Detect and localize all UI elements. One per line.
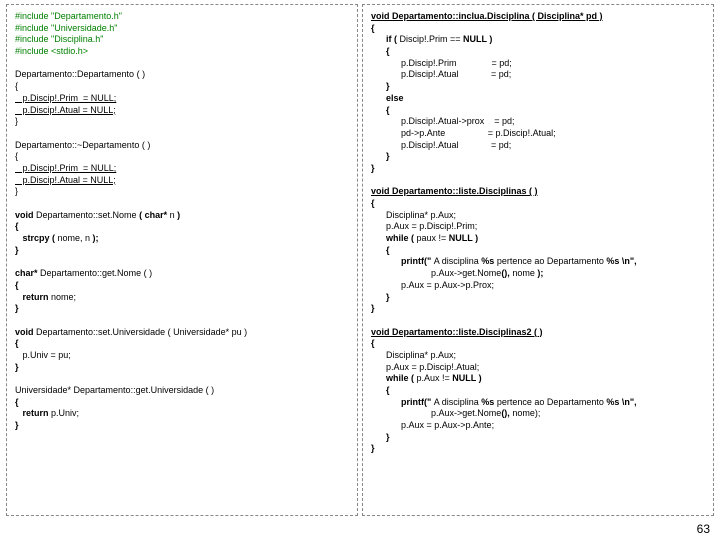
right-column: void Departamento::inclua.Disciplina ( D…: [362, 4, 714, 516]
left-column: #include "Departamento.h" #include "Univ…: [6, 4, 358, 516]
code-line: p.Discip!.Prim = pd;: [371, 58, 705, 70]
code-line: p.Discip!.Atual->prox = pd;: [371, 116, 705, 128]
code-line: void Departamento::set.Nome ( char* n ): [15, 210, 349, 222]
code-line: Disciplina* p.Aux;: [371, 210, 705, 222]
code-line: p.Aux = p.Aux->p.Prox;: [371, 280, 705, 292]
code-line: {: [371, 385, 705, 397]
code-line: Departamento::~Departamento ( ): [15, 140, 349, 152]
blank-line: [15, 128, 349, 140]
blank-line: [15, 256, 349, 268]
code-line: {: [15, 280, 349, 292]
code-line: #include <stdio.h>: [15, 46, 349, 58]
code-line: void Departamento::liste.Disciplinas ( ): [371, 186, 705, 198]
code-line: }: [15, 303, 349, 315]
code-columns: #include "Departamento.h" #include "Univ…: [0, 0, 720, 520]
code-line: {: [15, 151, 349, 163]
code-line: #include "Universidade.h": [15, 23, 349, 35]
code-line: {: [371, 23, 705, 35]
code-line: Disciplina* p.Aux;: [371, 350, 705, 362]
code-line: }: [15, 420, 349, 432]
code-line: p.Aux = p.Discip!.Atual;: [371, 362, 705, 374]
code-line: {: [15, 397, 349, 409]
blank-line: [15, 373, 349, 385]
code-line: pd->p.Ante = p.Discip!.Atual;: [371, 128, 705, 140]
blank-line: [371, 315, 705, 327]
code-line: p.Aux = p.Aux->p.Ante;: [371, 420, 705, 432]
code-line: #include "Departamento.h": [15, 11, 349, 23]
code-line: p.Discip!.Prim = NULL;: [15, 93, 349, 105]
code-line: strcpy ( nome, n );: [15, 233, 349, 245]
code-line: }: [15, 245, 349, 257]
code-line: #include "Disciplina.h": [15, 34, 349, 46]
code-line: p.Univ = pu;: [15, 350, 349, 362]
code-line: }: [371, 163, 705, 175]
code-line: }: [15, 116, 349, 128]
code-line: }: [371, 292, 705, 304]
blank-line: [15, 58, 349, 70]
page-number: 63: [697, 522, 710, 536]
code-line: return nome;: [15, 292, 349, 304]
code-line: {: [371, 245, 705, 257]
code-line: void Departamento::liste.Disciplinas2 ( …: [371, 327, 705, 339]
code-line: else: [371, 93, 705, 105]
blank-line: [371, 175, 705, 187]
code-line: void Departamento::inclua.Disciplina ( D…: [371, 11, 705, 23]
code-line: }: [371, 443, 705, 455]
code-line: p.Aux->get.Nome(), nome );: [371, 268, 705, 280]
code-line: printf(" A disciplina %s pertence ao Dep…: [371, 397, 705, 409]
code-line: }: [371, 151, 705, 163]
code-line: p.Aux->get.Nome(), nome);: [371, 408, 705, 420]
code-line: {: [15, 338, 349, 350]
code-line: Departamento::Departamento ( ): [15, 69, 349, 81]
code-line: }: [15, 186, 349, 198]
blank-line: [15, 198, 349, 210]
code-line: {: [15, 81, 349, 93]
code-line: {: [371, 105, 705, 117]
code-line: void Departamento::set.Universidade ( Un…: [15, 327, 349, 339]
code-line: return p.Univ;: [15, 408, 349, 420]
code-line: Universidade* Departamento::get.Universi…: [15, 385, 349, 397]
code-line: {: [371, 338, 705, 350]
code-line: }: [371, 432, 705, 444]
code-line: }: [15, 362, 349, 374]
code-line: p.Discip!.Atual = NULL;: [15, 105, 349, 117]
code-line: p.Discip!.Atual = pd;: [371, 69, 705, 81]
code-line: while ( p.Aux != NULL ): [371, 373, 705, 385]
code-line: p.Discip!.Atual = NULL;: [15, 175, 349, 187]
code-line: {: [371, 198, 705, 210]
code-line: p.Aux = p.Discip!.Prim;: [371, 221, 705, 233]
code-line: {: [15, 221, 349, 233]
code-line: p.Discip!.Prim = NULL;: [15, 163, 349, 175]
code-line: }: [371, 303, 705, 315]
code-line: while ( paux != NULL ): [371, 233, 705, 245]
code-line: printf(" A disciplina %s pertence ao Dep…: [371, 256, 705, 268]
blank-line: [15, 315, 349, 327]
code-line: char* Departamento::get.Nome ( ): [15, 268, 349, 280]
code-line: if ( Discip!.Prim == NULL ): [371, 34, 705, 46]
code-line: }: [371, 81, 705, 93]
code-line: {: [371, 46, 705, 58]
code-line: p.Discip!.Atual = pd;: [371, 140, 705, 152]
